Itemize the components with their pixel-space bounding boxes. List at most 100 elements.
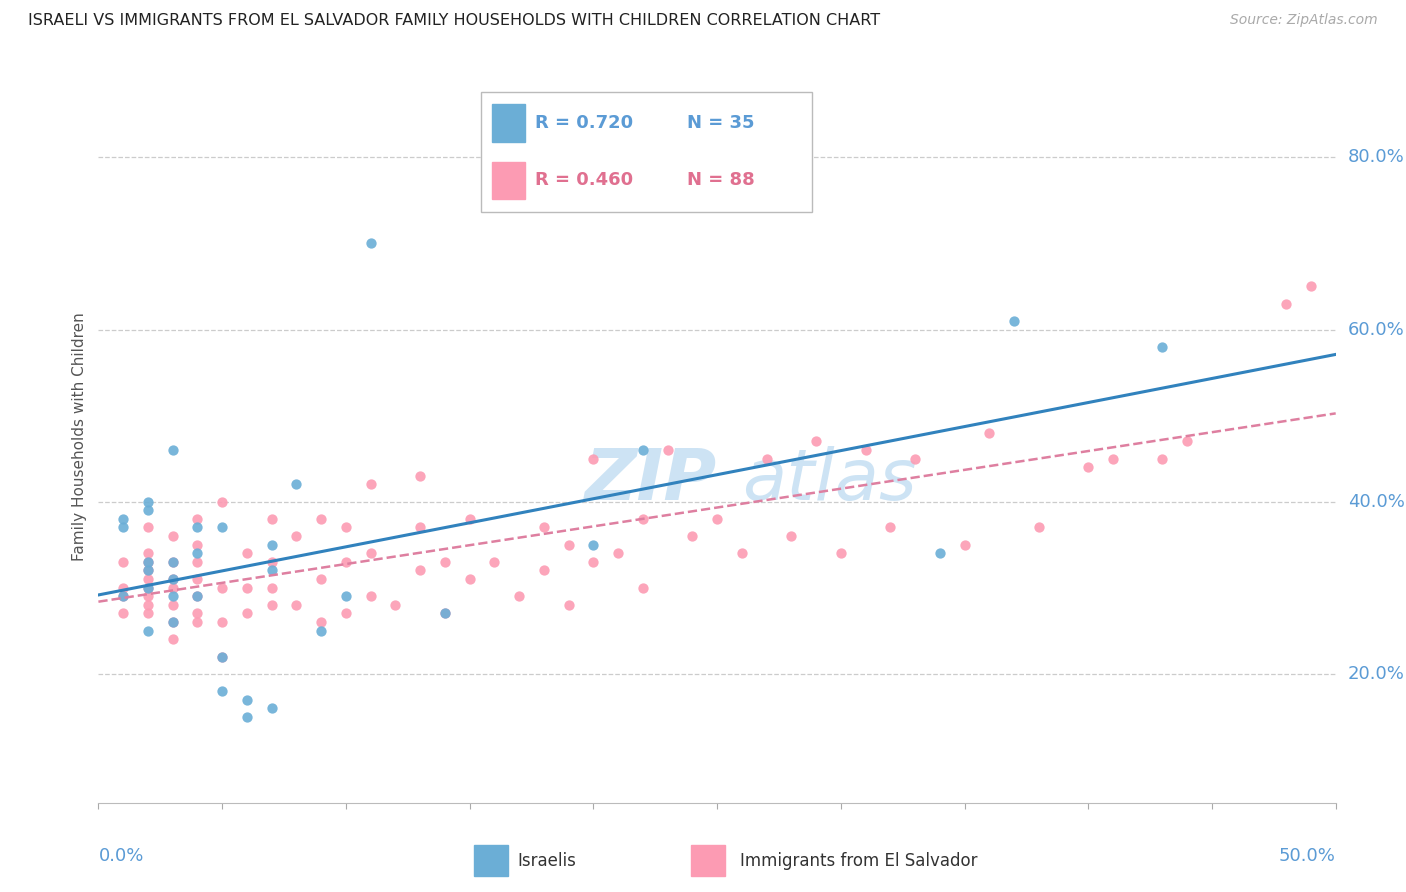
Text: atlas: atlas [742,447,917,516]
Point [136,503,159,517]
Point [557,598,579,612]
Point [136,555,159,569]
Point [309,624,332,638]
Text: 60.0%: 60.0% [1348,320,1405,339]
Point [409,520,432,534]
Point [384,598,406,612]
Point [285,477,308,491]
Point [112,607,135,621]
Point [186,546,208,560]
Point [631,512,654,526]
Point [335,555,357,569]
Point [533,520,555,534]
Point [681,529,703,543]
Point [1175,434,1198,449]
Y-axis label: Family Households with Children: Family Households with Children [72,313,87,561]
Point [335,607,357,621]
Point [211,581,233,595]
Text: 20.0%: 20.0% [1348,665,1405,682]
Bar [474,846,508,876]
Point [755,451,778,466]
Point [433,555,456,569]
Point [484,555,506,569]
Text: 0.0%: 0.0% [98,847,143,864]
Point [780,529,803,543]
Point [186,607,208,621]
Point [582,555,605,569]
Point [285,598,308,612]
Text: ZIP: ZIP [585,447,717,516]
Point [508,589,530,603]
Point [953,538,976,552]
Point [112,589,135,603]
Point [855,442,877,457]
Point [162,555,184,569]
Point [458,572,481,586]
Point [1299,279,1322,293]
Point [136,581,159,595]
Point [360,546,382,560]
Point [186,555,208,569]
Point [804,434,827,449]
Point [186,538,208,552]
Point [360,236,382,251]
Point [409,564,432,578]
Point [433,607,456,621]
Text: Immigrants from El Salvador: Immigrants from El Salvador [740,852,977,870]
Point [162,615,184,629]
Point [136,494,159,508]
Point [186,520,208,534]
Point [533,564,555,578]
Point [112,581,135,595]
Point [607,546,630,560]
Point [211,494,233,508]
Point [211,520,233,534]
Point [631,442,654,457]
Point [706,512,728,526]
Point [1152,451,1174,466]
Point [260,555,283,569]
Text: R = 0.460: R = 0.460 [536,171,634,189]
Point [260,538,283,552]
Point [211,615,233,629]
Point [309,512,332,526]
Text: 50.0%: 50.0% [1279,847,1336,864]
Point [557,538,579,552]
Point [186,615,208,629]
Point [360,589,382,603]
Point [112,589,135,603]
Point [162,572,184,586]
Point [136,598,159,612]
Point [582,538,605,552]
Point [309,572,332,586]
Point [904,451,927,466]
Point [236,581,259,595]
Point [211,649,233,664]
Point [260,512,283,526]
Point [285,529,308,543]
Text: N = 35: N = 35 [688,114,755,132]
Point [458,512,481,526]
Point [211,649,233,664]
Text: N = 88: N = 88 [688,171,755,189]
Point [162,598,184,612]
Point [236,607,259,621]
Point [112,520,135,534]
Point [162,581,184,595]
Point [186,589,208,603]
Point [112,555,135,569]
Text: 80.0%: 80.0% [1348,148,1405,167]
Point [731,546,754,560]
FancyBboxPatch shape [481,92,813,211]
Point [631,581,654,595]
Point [162,442,184,457]
Point [335,520,357,534]
Point [186,572,208,586]
Point [409,468,432,483]
Point [162,572,184,586]
Text: 40.0%: 40.0% [1348,492,1405,510]
Point [136,624,159,638]
Point [335,589,357,603]
Point [112,512,135,526]
Point [136,546,159,560]
